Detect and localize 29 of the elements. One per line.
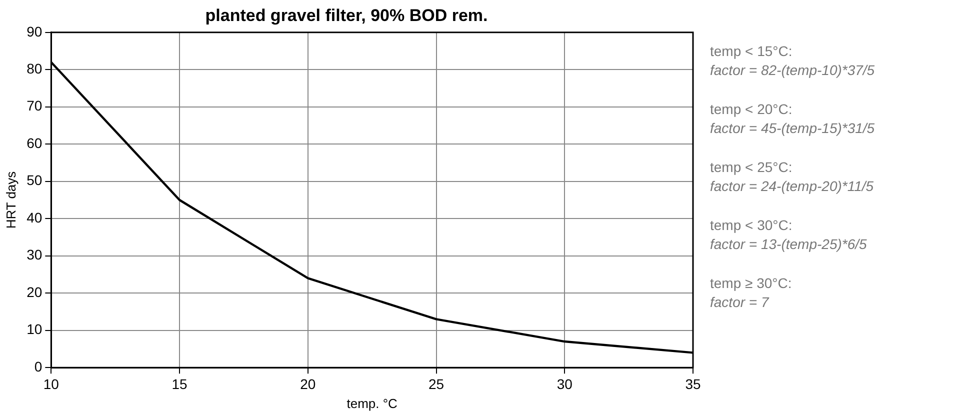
y-tick-label: 90 (26, 23, 42, 40)
y-tick-label: 80 (26, 60, 42, 77)
x-tick-label: 30 (556, 376, 573, 392)
x-tick-label: 35 (685, 376, 701, 392)
y-tick-label: 0 (34, 358, 42, 374)
y-tick-label: 30 (26, 246, 42, 263)
text: factor = 45-(temp-15)*31/5 (710, 119, 876, 138)
x-tick-label: 20 (300, 376, 316, 392)
text: factor = 82-(temp-10)*37/5 (710, 61, 876, 80)
text: temp < 20°C: (710, 100, 794, 119)
text: temp ≥ 30°C: (710, 274, 793, 293)
text: factor = 13-(temp-25)*6/5 (710, 235, 868, 254)
y-tick-label: 50 (26, 172, 42, 188)
chart-title: planted gravel filter, 90% BOD rem. (205, 6, 488, 25)
x-tick-label: 25 (428, 376, 444, 392)
y-tick-label: 10 (26, 321, 42, 338)
text: factor = 7 (710, 293, 770, 312)
x-tick-label: 10 (43, 376, 60, 392)
y-axis-title: HRT days (3, 170, 18, 229)
y-tick-label: 20 (26, 284, 42, 300)
y-tick-label: 70 (26, 98, 42, 114)
text: temp < 30°C: (710, 216, 794, 235)
x-axis-title: temp. °C (346, 396, 398, 411)
x-tick-label: 15 (172, 376, 188, 392)
y-tick-label: 60 (26, 134, 42, 151)
text: factor = 24-(temp-20)*11/5 (710, 177, 875, 196)
text: temp < 25°C: (710, 158, 794, 177)
text: temp < 15°C: (710, 42, 794, 61)
y-tick-label: 40 (26, 209, 42, 226)
